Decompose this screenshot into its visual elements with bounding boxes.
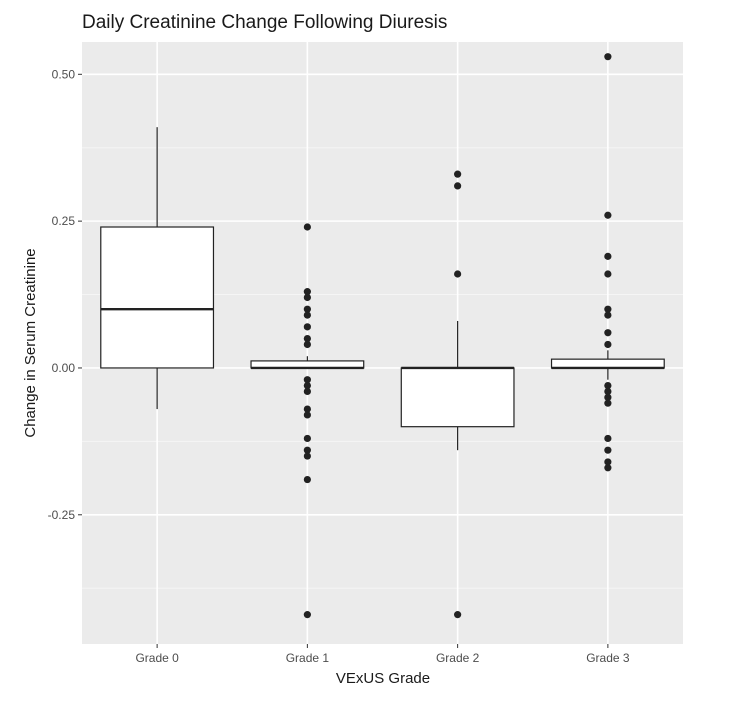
outlier-point	[604, 393, 612, 401]
outlier-point	[303, 446, 311, 454]
outlier-point	[604, 270, 612, 278]
outlier-point	[303, 223, 311, 231]
box-group	[400, 170, 515, 619]
outlier-point	[303, 340, 311, 349]
outlier-point	[303, 288, 311, 296]
outlier-point	[454, 170, 462, 178]
outlier-point	[303, 381, 311, 390]
x-tick-label: Grade 3	[586, 651, 630, 665]
outlier-point	[604, 434, 612, 443]
x-tick-label: Grade 2	[436, 651, 480, 665]
outlier-point	[303, 305, 311, 313]
y-axis-title: Change in Serum Creatinine	[22, 248, 39, 437]
outlier-point	[303, 434, 311, 443]
y-tick-label: 0.50	[52, 67, 76, 81]
outlier-point	[454, 611, 462, 619]
outlier-point	[604, 53, 612, 61]
box-group	[100, 127, 215, 410]
outlier-point	[604, 329, 612, 337]
outlier-point	[604, 381, 612, 390]
outlier-point	[454, 182, 462, 190]
chart-title: Daily Creatinine Change Following Diures…	[82, 12, 447, 33]
y-tick-label: -0.25	[48, 508, 76, 522]
x-tick-label: Grade 1	[286, 651, 330, 665]
outlier-point	[303, 387, 311, 396]
outlier-point	[454, 270, 462, 278]
outlier-point	[303, 611, 311, 619]
outlier-point	[303, 334, 311, 343]
outlier-point	[604, 211, 612, 219]
x-tick-label: Grade 0	[135, 651, 179, 665]
outlier-point	[303, 293, 311, 302]
outlier-point	[303, 405, 311, 413]
outlier-point	[604, 305, 612, 313]
outlier-point	[604, 464, 612, 472]
outlier-point	[303, 311, 311, 319]
outlier-point	[604, 252, 612, 260]
outlier-point	[303, 376, 311, 384]
outlier-point	[604, 311, 612, 319]
outlier-point	[303, 323, 311, 331]
outlier-point	[604, 387, 612, 396]
box-group	[250, 223, 365, 619]
outlier-point	[604, 340, 612, 349]
y-tick-label: 0.00	[52, 361, 76, 375]
box-grade-3	[550, 358, 665, 369]
x-axis-title: VExUS Grade	[336, 670, 430, 687]
y-tick-label: 0.25	[52, 214, 76, 228]
outlier-point	[303, 475, 311, 484]
outlier-point	[604, 446, 612, 454]
box-grade-0	[100, 226, 215, 369]
outlier-point	[303, 411, 311, 419]
box-grade-2	[400, 367, 515, 428]
outlier-point	[604, 458, 612, 466]
plot-panel	[82, 42, 683, 644]
outlier-point	[604, 399, 612, 407]
box-group	[550, 53, 665, 472]
outlier-point	[303, 452, 311, 460]
